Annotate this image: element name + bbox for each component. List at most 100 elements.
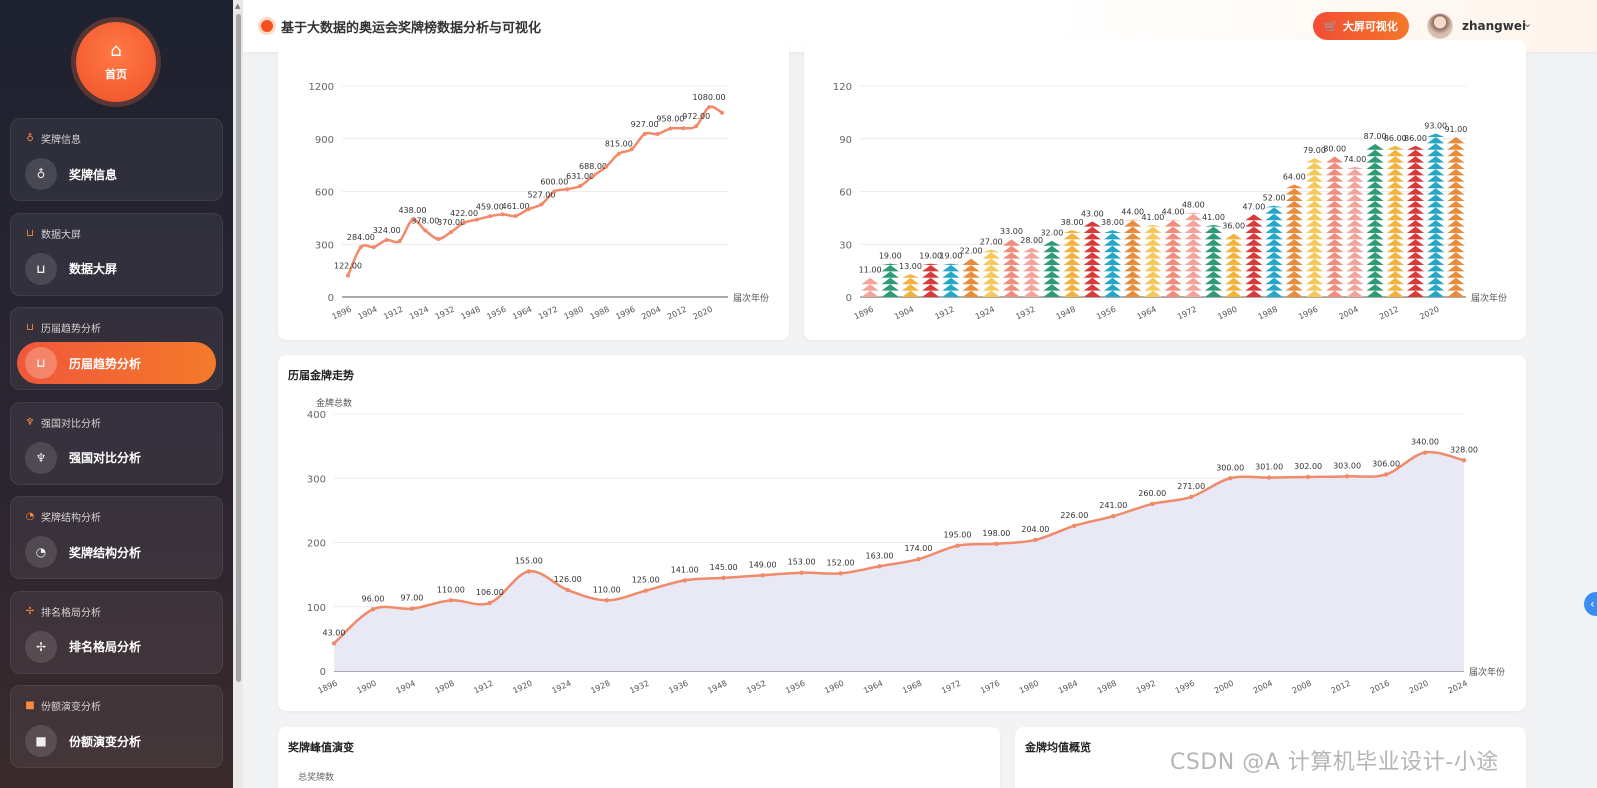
cart-icon: ⊔ [25, 252, 57, 285]
bar-segment [1023, 271, 1041, 278]
data-point [487, 600, 493, 606]
x-tick-label: 1972 [537, 305, 559, 322]
data-label: 47.00 [1242, 202, 1265, 211]
bar-segment [1023, 290, 1041, 297]
bar-segment [1265, 265, 1283, 272]
bar-segment [1447, 271, 1465, 278]
data-label: 226.00 [1060, 511, 1088, 520]
bar-segment [1124, 290, 1142, 297]
sidebar-item[interactable]: ♁ 奖牌信息 [17, 153, 216, 195]
bar-segment [881, 263, 899, 265]
watermark: CSDN @A 计算机毕业设计-小途 [1170, 750, 1499, 775]
bar-segment [1346, 188, 1364, 195]
bar [1083, 221, 1101, 297]
bar-segment [1447, 162, 1465, 169]
data-point [370, 607, 376, 612]
data-point [604, 598, 609, 603]
data-point [552, 189, 557, 194]
bar [1002, 239, 1021, 297]
bar-segment [1063, 265, 1081, 272]
bar-segment [1366, 194, 1384, 201]
bar-segment [1184, 220, 1202, 227]
scroll-up-icon[interactable]: ▲ [235, 2, 241, 10]
avatar[interactable] [1427, 13, 1453, 39]
data-label: 11.00 [859, 266, 882, 275]
bar-segment [1002, 265, 1021, 272]
bar-segment [1447, 258, 1465, 265]
bar [1285, 184, 1303, 297]
bar-segment [962, 271, 980, 278]
x-tick-label: 1936 [667, 679, 689, 696]
bar-segment [1225, 290, 1243, 297]
data-point [682, 578, 687, 583]
side-collapse-tab[interactable]: ‹ [1584, 592, 1597, 616]
bar-segment [1063, 252, 1081, 259]
bar [1265, 205, 1283, 297]
data-label: 301.00 [1255, 463, 1283, 472]
bar-segment [1083, 258, 1101, 265]
sidebar-item[interactable]: ⊔ 数据大屏 [17, 248, 216, 290]
sidebar-group: ♆ 强国对比分析 ♆ 强国对比分析 [10, 401, 223, 485]
data-label: 378.00 [411, 217, 439, 226]
data-label: 958.00 [656, 115, 684, 124]
big-screen-button[interactable]: 🛒 大屏可视化 [1313, 12, 1409, 40]
data-label: 284.00 [347, 233, 375, 242]
data-label: 19.00 [879, 252, 902, 261]
gold-trend-card: 历届金牌走势 0 100 200 300 400 届次年份 1896 1900 1904 1908… [278, 355, 1526, 711]
page-scrollbar-thumb[interactable] [236, 14, 241, 682]
data-point [409, 606, 415, 611]
bar [1245, 214, 1263, 297]
sidebar-item[interactable]: ■ 份额演变分析 [17, 720, 216, 762]
bar-segment [1103, 245, 1122, 253]
bar-segment [1002, 277, 1021, 285]
sidebar-item[interactable]: ⊔ 历届趋势分析 [17, 342, 216, 384]
bar-segment [1406, 188, 1425, 195]
bar-segment [1366, 290, 1384, 297]
peak-card: 奖牌峰值演变 总奖牌数 [278, 727, 1000, 788]
bar [962, 258, 980, 297]
bar-segment [1285, 226, 1303, 233]
data-point [1033, 537, 1038, 543]
chevron-down-icon[interactable]: ⌄ [1523, 17, 1533, 30]
bar-segment [1184, 226, 1202, 233]
bar-segment [1063, 230, 1081, 233]
peak-ylabel: 总奖牌数 [298, 773, 335, 783]
bar-segment [1326, 239, 1344, 246]
bar-segment [1164, 284, 1182, 291]
sidebar-item[interactable]: ✢ 排名格局分析 [17, 626, 216, 668]
bar-segment [1063, 245, 1081, 253]
bar-segment [1002, 290, 1021, 297]
sidebar-group: ♁ 奖牌信息 ♁ 奖牌信息 [10, 118, 223, 201]
bar-segment [1124, 265, 1142, 272]
bar [1184, 212, 1202, 297]
x-tick-label: 1976 [979, 679, 1001, 696]
bar-segment [1285, 184, 1303, 189]
bar-segment [1326, 175, 1344, 182]
x-tick-label: 1956 [485, 305, 507, 322]
data-label: 22.00 [960, 246, 983, 255]
data-label: 74.00 [1343, 155, 1366, 164]
sidebar-item[interactable]: ♆ 强国对比分析 [17, 437, 216, 479]
bar-segment [982, 284, 1000, 291]
x-tick-label: 1932 [628, 679, 650, 696]
bar-segment [1245, 290, 1263, 297]
bar-segment [1305, 265, 1324, 272]
data-point [423, 228, 428, 233]
username[interactable]: zhangwei [1462, 19, 1527, 33]
data-point [1228, 476, 1233, 481]
bar-segment [1406, 162, 1425, 169]
home-button[interactable]: ⌂ 首页 [76, 22, 156, 102]
bar [1366, 144, 1384, 297]
bar-segment [942, 263, 960, 265]
y-axis-label: 金牌总数 [316, 397, 352, 409]
bar-segment [1204, 226, 1223, 233]
sidebar-item[interactable]: ◔ 奖牌结构分析 [17, 531, 216, 573]
sidebar-group-label: 数据大屏 [41, 229, 81, 241]
bar-segment [1245, 258, 1263, 265]
bar-segment [922, 265, 940, 272]
bar-segment [1305, 169, 1324, 176]
x-axis-label: 届次年份 [1471, 292, 1507, 304]
bar-segment [1406, 265, 1425, 272]
bar-segment [1043, 258, 1061, 265]
bar-segment [1002, 252, 1021, 259]
